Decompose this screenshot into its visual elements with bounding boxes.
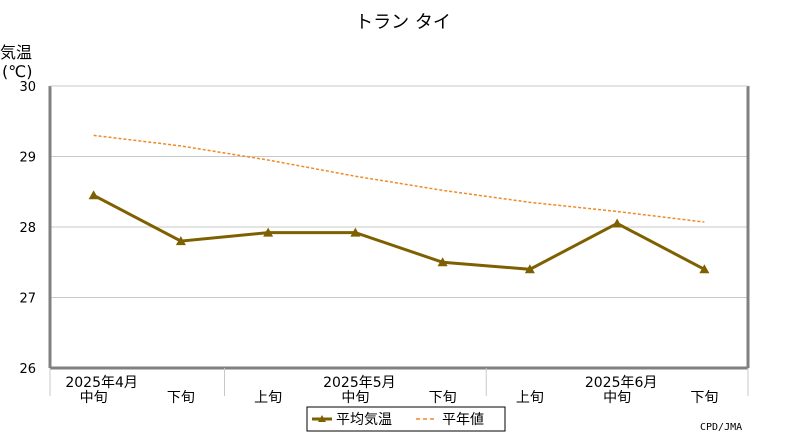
x-tick-label: 下旬	[167, 390, 195, 406]
x-tick-label: 中旬	[341, 390, 369, 406]
y-axis-unit: (℃)	[2, 62, 32, 81]
legend-box	[306, 406, 506, 432]
legend-label-mean: 平均気温	[336, 412, 392, 428]
x-group-label: 2025年6月	[585, 375, 658, 391]
y-tick-label: 27	[19, 292, 36, 307]
data-point-mean	[524, 264, 535, 274]
chart-title: トラン タイ	[355, 12, 451, 33]
x-tick-label: 上旬	[254, 390, 282, 406]
x-tick-label: 上旬	[516, 390, 544, 406]
series-line-normal	[93, 134, 705, 223]
data-point-mean	[437, 257, 448, 267]
y-tick-label: 28	[19, 221, 36, 236]
series-line-mean	[92, 193, 706, 271]
y-tick-label: 30	[19, 80, 36, 95]
legend: 平均気温 平年値	[306, 406, 506, 432]
x-group-label: 2025年4月	[65, 375, 138, 391]
plot-area: 26 27 28 29 30 中旬 下旬 上旬 中旬 下旬 上旬 中旬 下旬 2025年4月 2025年5月…	[19, 80, 750, 406]
credit-text: CPD/JMA	[700, 422, 742, 433]
x-tick-label: 中旬	[80, 390, 108, 406]
y-tick-label: 29	[19, 151, 36, 166]
legend-label-normal: 平年値	[442, 412, 484, 428]
data-point-mean	[612, 218, 623, 228]
data-point-mean	[88, 190, 99, 200]
legend-marker-mean	[318, 415, 326, 422]
data-point-mean	[175, 236, 186, 246]
x-tick-label: 下旬	[429, 390, 457, 406]
x-group-label: 2025年5月	[323, 375, 396, 391]
data-point-mean	[263, 227, 274, 237]
y-tick-label: 26	[19, 362, 36, 377]
x-tick-label: 中旬	[603, 390, 631, 406]
y-axis-label: 気温	[0, 43, 32, 62]
x-tick-label: 下旬	[690, 390, 718, 406]
data-point-mean	[699, 264, 710, 274]
data-point-mean	[350, 227, 361, 237]
